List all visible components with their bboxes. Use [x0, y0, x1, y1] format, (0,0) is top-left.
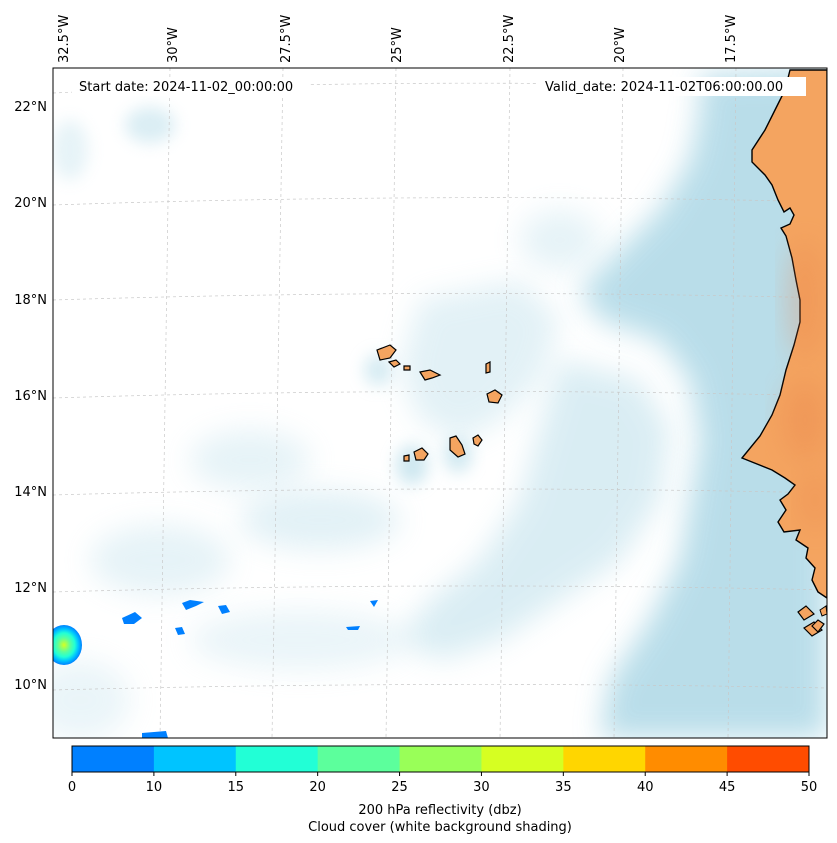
map-frame	[52, 67, 828, 739]
colorbar-segment	[481, 746, 564, 772]
lat-label: 18°N	[14, 293, 47, 308]
map-content	[53, 68, 827, 738]
lat-label: 22°N	[14, 100, 47, 115]
valid-date-label: Valid_date: 2024-11-02T06:00:00.00	[545, 80, 783, 95]
cape-verde-islands	[376, 344, 503, 462]
valid-date-box	[538, 77, 806, 96]
colorbar-frame	[71, 745, 810, 773]
colorbar-tick-label: 35	[555, 780, 572, 795]
colorbar-segment	[317, 746, 401, 772]
colorbar-tick-label: 0	[68, 780, 76, 795]
lat-label: 16°N	[14, 389, 47, 404]
colorbar-tick-label: 10	[146, 780, 163, 795]
lon-label: 20°W	[613, 27, 628, 63]
lat-label: 10°N	[14, 678, 47, 693]
lon-label: 22.5°W	[502, 15, 517, 63]
colorbar-tick-label: 30	[473, 780, 490, 795]
colorbar-segment	[563, 746, 646, 772]
colorbar-segments	[72, 746, 810, 772]
colorbar-tick-label: 40	[637, 780, 654, 795]
lon-label: 27.5°W	[279, 15, 294, 63]
colorbar-segment	[153, 746, 237, 772]
start-date-box	[72, 77, 310, 96]
colorbar-label: 200 hPa reflectivity (dbz)	[358, 803, 521, 818]
latitude-labels: 22°N 20°N 18°N 16°N 14°N 12°N 10°N	[14, 100, 47, 693]
colorbar-segment	[72, 746, 155, 772]
colorbar-tick-label: 15	[228, 780, 245, 795]
lon-label: 30°W	[166, 27, 181, 63]
colorbar-tick-label: 45	[719, 780, 736, 795]
cloud-cover-shading	[53, 70, 827, 738]
colorbar-segment	[727, 746, 810, 772]
reflectivity-patches	[53, 600, 378, 738]
colorbar-tick-label: 25	[391, 780, 408, 795]
colorbar-ticks: 0 10 15 20 25 30 35 40 45 50	[68, 772, 817, 795]
longitude-labels: 32.5°W 30°W 27.5°W 25°W 22.5°W 20°W 17.5…	[57, 15, 739, 63]
start-date-label: Start date: 2024-11-02_00:00:00	[79, 80, 293, 95]
land-warm-shading	[785, 240, 827, 530]
colorbar-tick-label: 20	[309, 780, 326, 795]
lat-label: 12°N	[14, 581, 47, 596]
colorbar-tick-label: 50	[801, 780, 818, 795]
colorbar-segment	[399, 746, 482, 772]
colorbar: 0 10 15 20 25 30 35 40 45 50 200 hPa reflectivity…	[68, 745, 817, 835]
lat-label: 20°N	[14, 196, 47, 211]
storm-cell	[53, 625, 82, 665]
colorbar-sublabel: Cloud cover (white background shading)	[308, 820, 572, 835]
colorbar-segment	[645, 746, 728, 772]
lat-label: 14°N	[14, 485, 47, 500]
lon-label: 17.5°W	[724, 15, 739, 63]
lon-label: 32.5°W	[57, 15, 72, 63]
lon-label: 25°W	[390, 27, 405, 63]
africa-land	[740, 69, 827, 637]
colorbar-segment	[235, 746, 319, 772]
